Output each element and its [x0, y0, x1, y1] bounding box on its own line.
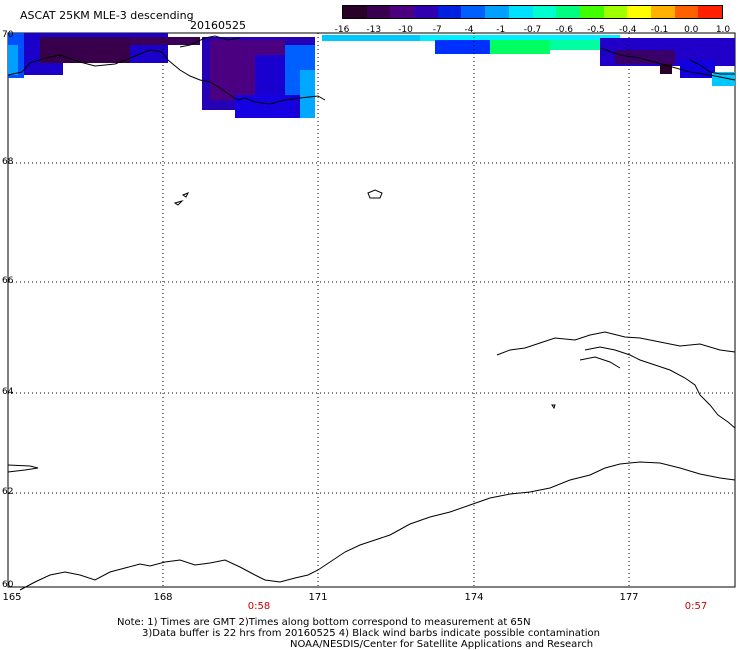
colorbar-label: -13: [366, 25, 382, 35]
colorbar-swatch: [485, 6, 509, 18]
time-label: 0:57: [684, 601, 708, 612]
colorbar-label: -7: [432, 25, 442, 35]
colorbar-swatch: [650, 6, 675, 18]
data-swaths: [8, 33, 735, 118]
colorbar-swatch: [366, 6, 391, 18]
map-title: ASCAT 25KM MLE-3 descending: [20, 9, 194, 22]
colorbar-swatch: [437, 6, 462, 18]
colorbar-swatch: [532, 6, 557, 18]
coastlines: [7, 35, 736, 591]
latitude-label: 70: [2, 30, 14, 40]
longitude-label: 171: [308, 592, 328, 603]
colorbar-label: -16: [334, 25, 350, 35]
note-line-1: Note: 1) Times are GMT 2)Times along bot…: [117, 617, 531, 628]
colorbar-label: -0.7: [523, 25, 542, 35]
colorbar-label: 0.0: [684, 25, 699, 35]
note-line-2: 3)Data buffer is 22 hrs from 20160525 4)…: [142, 628, 600, 639]
colorbar-swatch: [603, 6, 628, 18]
colorbar-swatch: [414, 6, 438, 18]
colorbar-label: 1.0: [715, 25, 731, 35]
colorbar-swatch: [390, 6, 415, 18]
latitude-label: 62: [2, 487, 14, 497]
gridlines: [8, 33, 735, 587]
colorbar-swatch: [556, 6, 580, 18]
longitude-label: 177: [619, 592, 639, 603]
colorbar-swatch: [674, 6, 699, 18]
latitude-label: 66: [2, 276, 14, 286]
time-label: 0:58: [247, 601, 271, 612]
map-date: 20160525: [190, 19, 246, 32]
colorbar-swatch: [343, 6, 367, 18]
longitude-label: 174: [464, 592, 484, 603]
colorbar-label: -10: [398, 25, 413, 35]
colorbar-swatch: [698, 6, 722, 18]
latitude-label: 64: [2, 387, 14, 397]
latitude-label: 60: [2, 580, 14, 590]
latitude-label: 68: [2, 157, 14, 167]
colorbar-label: -4: [464, 25, 474, 35]
colorbar-label: -1: [496, 25, 506, 35]
longitude-label: 165: [2, 592, 22, 603]
map-frame: [7, 32, 736, 588]
note-line-3: NOAA/NESDIS/Center for Satellite Applica…: [290, 639, 594, 650]
colorbar-label: -0.6: [555, 25, 574, 35]
longitude-label: 168: [153, 592, 173, 603]
colorbar-swatch: [508, 6, 533, 18]
colorbar-label: -0.4: [618, 25, 637, 35]
colorbar-swatch: [579, 6, 604, 18]
colorbar-swatch: [461, 6, 486, 18]
colorbar-label: -0.5: [587, 25, 605, 35]
colorbar-swatch: [627, 6, 651, 18]
colorbar-label: -0.1: [650, 25, 669, 35]
colorbar: [342, 5, 723, 19]
